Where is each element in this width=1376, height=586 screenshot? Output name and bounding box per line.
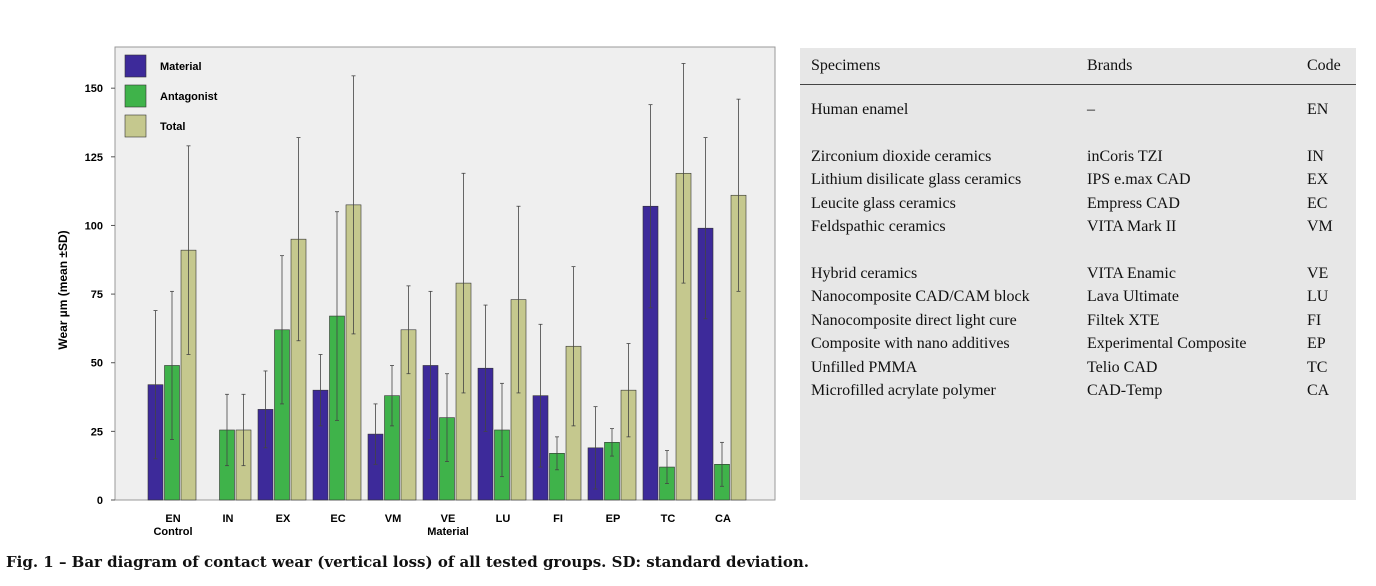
x-tick-label: EP	[606, 513, 621, 525]
x-tick-label: FI	[553, 513, 563, 525]
cell-code: EN	[1307, 101, 1329, 118]
cell-code: LU	[1307, 288, 1329, 305]
cell-code: EC	[1307, 194, 1328, 212]
y-tick-label: 75	[91, 289, 103, 301]
legend-swatch-total	[124, 114, 147, 138]
table-row: Unfilled PMMA Telio CAD TC	[800, 356, 1356, 380]
legend-swatch-antagonist	[124, 84, 147, 108]
x-tick-label: EX	[276, 513, 291, 525]
header-code: Code	[1292, 48, 1356, 85]
y-tick-label: 50	[91, 358, 103, 370]
cell-brand: Filtek XTE	[1087, 311, 1160, 329]
legend-label-antagonist: Antagonist	[160, 91, 218, 103]
cell-code: EP	[1307, 335, 1326, 352]
x-tick-label: EC	[330, 513, 345, 525]
cell-code: VE	[1307, 264, 1329, 282]
table-row: Feldspathic ceramics VITA Mark II VM	[800, 215, 1356, 239]
x-tick-label: VM	[385, 513, 402, 525]
cell-brand: CAD-Temp	[1087, 382, 1163, 399]
cell-brand: VITA Mark II	[1087, 218, 1177, 235]
cell-code: CA	[1307, 382, 1330, 399]
cell-code: VM	[1307, 218, 1333, 235]
cell-specimen: Zirconium dioxide ceramics	[811, 147, 992, 165]
cell-brand: inCoris TZI	[1087, 147, 1163, 165]
cell-brand: VITA Enamic	[1087, 264, 1176, 282]
cell-code: IN	[1307, 147, 1324, 165]
cell-brand: Telio CAD	[1087, 358, 1158, 376]
legend-swatch-material	[124, 54, 147, 78]
x-tick-label: IN	[223, 513, 234, 525]
cell-specimen: Microfilled acrylate polymer	[811, 382, 996, 399]
table-row: Composite with nano additives Experiment…	[800, 332, 1356, 356]
cell-specimen: Feldspathic ceramics	[811, 218, 946, 235]
y-tick-label: 25	[91, 426, 103, 438]
table-row: Nanocomposite CAD/CAM block Lava Ultimat…	[800, 285, 1356, 309]
cell-specimen: Human enamel	[811, 101, 909, 118]
x-tick-sublabel: Material	[427, 526, 469, 538]
y-tick-label: 150	[85, 83, 103, 95]
cell-specimen: Leucite glass ceramics	[811, 194, 956, 212]
cell-specimen: Unfilled PMMA	[811, 358, 918, 376]
cell-brand: Experimental Composite	[1087, 335, 1247, 352]
y-axis-label: Wear µm (mean ±SD)	[56, 230, 70, 349]
x-tick-sublabel: Control	[153, 526, 192, 538]
cell-code: TC	[1307, 358, 1328, 376]
table-row: Nanocomposite direct light cure Filtek X…	[800, 309, 1356, 333]
table-row: Zirconium dioxide ceramics inCoris TZI I…	[800, 122, 1356, 169]
cell-brand: IPS e.max CAD	[1087, 171, 1191, 188]
x-tick-label: TC	[661, 513, 676, 525]
cell-specimen: Nanocomposite direct light cure	[811, 311, 1017, 329]
y-tick-label: 125	[85, 152, 103, 164]
table-row: Lithium disilicate glass ceramics IPS e.…	[800, 168, 1356, 192]
table-row: Leucite glass ceramics Empress CAD EC	[800, 192, 1356, 216]
cell-brand: Lava Ultimate	[1087, 288, 1179, 305]
x-tick-label: VE	[441, 513, 456, 525]
specimen-table: Specimens Brands Code Human enamel – EN …	[800, 48, 1356, 403]
cell-specimen: Nanocomposite CAD/CAM block	[811, 288, 1030, 305]
figure-caption: Fig. 1 – Bar diagram of contact wear (ve…	[6, 553, 809, 571]
table-row: Microfilled acrylate polymer CAD-Temp CA	[800, 379, 1356, 403]
specimen-table-panel: Specimens Brands Code Human enamel – EN …	[800, 48, 1356, 500]
table-row: Hybrid ceramics VITA Enamic VE	[800, 239, 1356, 286]
x-tick-label: LU	[496, 513, 511, 525]
y-tick-label: 0	[97, 495, 103, 507]
legend-label-material: Material	[160, 61, 202, 73]
cell-specimen: Lithium disilicate glass ceramics	[811, 171, 1022, 188]
x-tick-label: EN	[165, 513, 180, 525]
cell-specimen: Hybrid ceramics	[811, 264, 918, 282]
header-brands: Brands	[1076, 48, 1292, 85]
chart-legend: Material Antagonist Total	[124, 54, 218, 138]
x-tick-label: CA	[715, 513, 731, 525]
cell-brand: Empress CAD	[1087, 194, 1180, 212]
header-specimens: Specimens	[800, 48, 1076, 85]
table-header-row: Specimens Brands Code	[800, 48, 1356, 85]
legend-label-total: Total	[160, 121, 185, 133]
y-tick-label: 100	[85, 220, 103, 232]
cell-brand: –	[1087, 101, 1095, 118]
cell-code: EX	[1307, 171, 1329, 188]
cell-specimen: Composite with nano additives	[811, 335, 1010, 352]
table-row: Human enamel – EN	[800, 85, 1356, 122]
cell-code: FI	[1307, 311, 1322, 329]
